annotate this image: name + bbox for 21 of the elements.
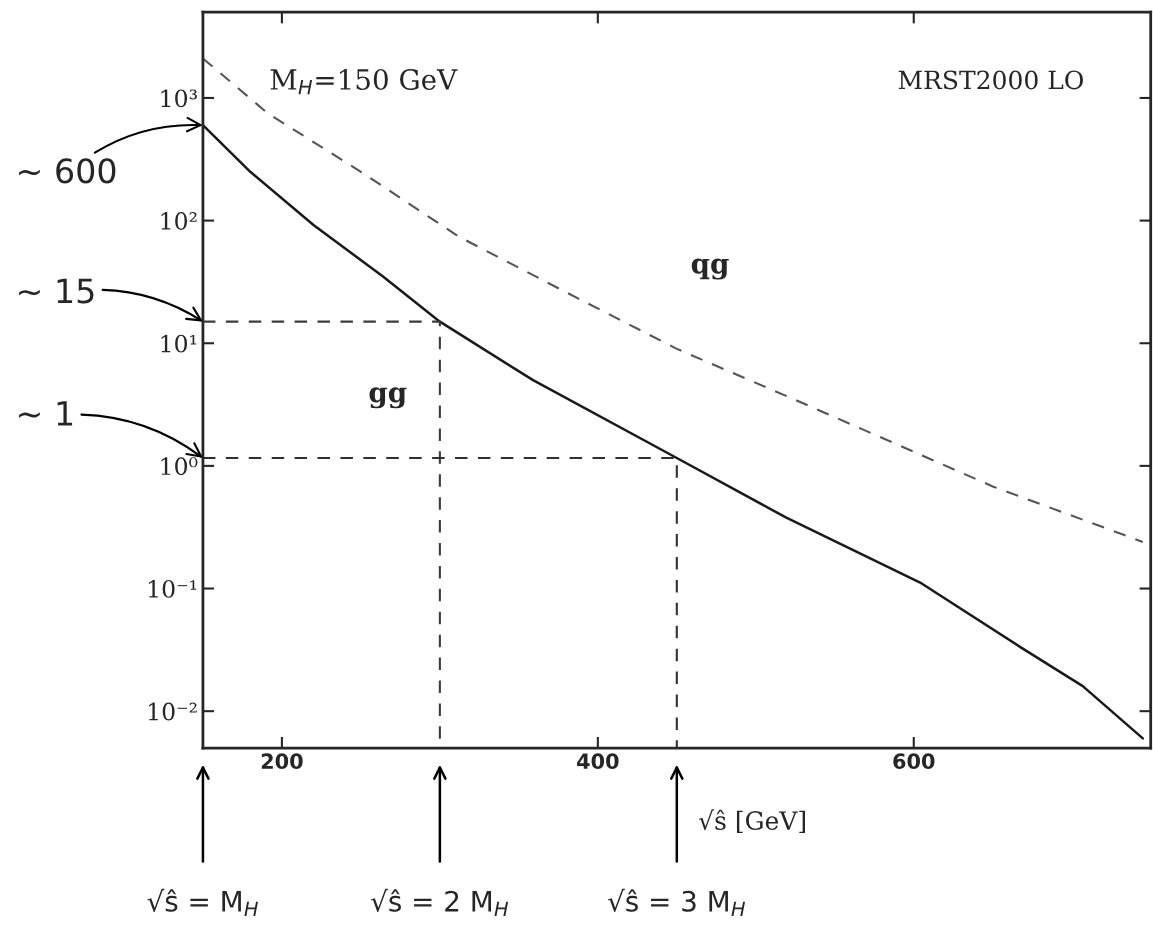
x-tick-label: 200 xyxy=(261,753,303,770)
annotation: M$_{H}$=150 GeV xyxy=(270,68,458,95)
x-axis-title: √ŝ [GeV] xyxy=(698,809,805,833)
y-tick-label: 10¹ xyxy=(161,334,197,353)
annotation: gg xyxy=(369,387,407,409)
text: √ŝ = 2 M$_{H}$ xyxy=(370,888,509,916)
line-series xyxy=(202,57,1144,543)
y-tick-label: 10³ xyxy=(161,89,197,108)
y-tick-label: 10⁻¹ xyxy=(148,579,197,598)
annotation: MRST2000 LO xyxy=(898,70,1083,90)
x-tick-label: 400 xyxy=(577,753,619,770)
y-tick-label: 10² xyxy=(161,212,197,230)
y-tick-label: 10⁻² xyxy=(148,702,197,721)
annotation: qg xyxy=(691,258,729,280)
text: √ŝ = 3 M$_{H}$ xyxy=(607,888,746,916)
text: ~ 1 xyxy=(18,401,73,426)
text: ~ 600 xyxy=(18,158,116,184)
y-tick-label: 10⁰ xyxy=(161,457,198,476)
x-tick-label: 600 xyxy=(893,753,935,770)
text: √ŝ = M$_{H}$ xyxy=(147,888,258,916)
text: ~ 15 xyxy=(18,278,94,304)
